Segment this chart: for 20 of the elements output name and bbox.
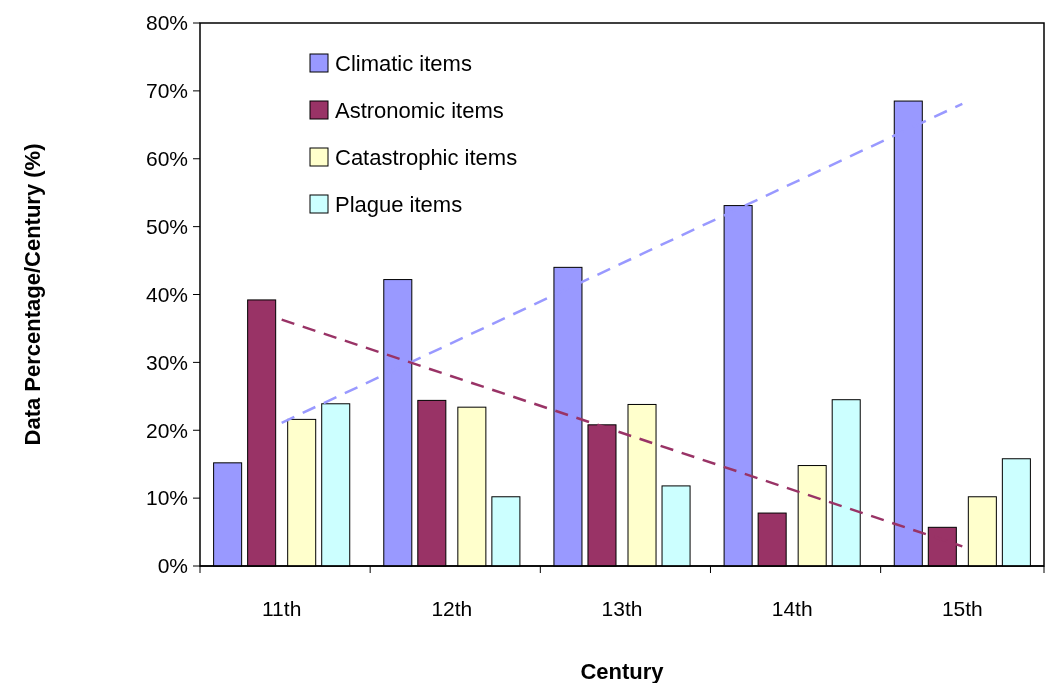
y-tick-label: 20% bbox=[145, 418, 188, 442]
legend-label: Catastrophic items bbox=[335, 144, 518, 170]
legend-label: Plague items bbox=[335, 191, 463, 217]
legend-label: Climatic items bbox=[335, 50, 472, 76]
legend-label: Astronomic items bbox=[335, 97, 504, 123]
x-tick-label: 14th bbox=[771, 597, 813, 620]
y-tick-label: 70% bbox=[145, 79, 188, 103]
y-tick-label: 30% bbox=[145, 350, 188, 374]
x-tick-label: 12th bbox=[431, 597, 473, 620]
y-tick-label: 0% bbox=[157, 554, 188, 578]
y-tick-label: 50% bbox=[145, 214, 188, 238]
y-tick-label: 80% bbox=[145, 11, 188, 35]
y-axis-title: Data Percentage/Century (%) bbox=[20, 143, 45, 446]
y-tick-label: 60% bbox=[145, 147, 188, 171]
x-tick-label: 11th bbox=[262, 597, 302, 620]
y-tick-label: 40% bbox=[145, 282, 188, 306]
x-tick-label: 15th bbox=[941, 597, 983, 620]
y-tick-label: 10% bbox=[145, 486, 188, 510]
x-tick-label: 13th bbox=[601, 597, 643, 620]
x-axis-title: Century bbox=[580, 659, 665, 684]
